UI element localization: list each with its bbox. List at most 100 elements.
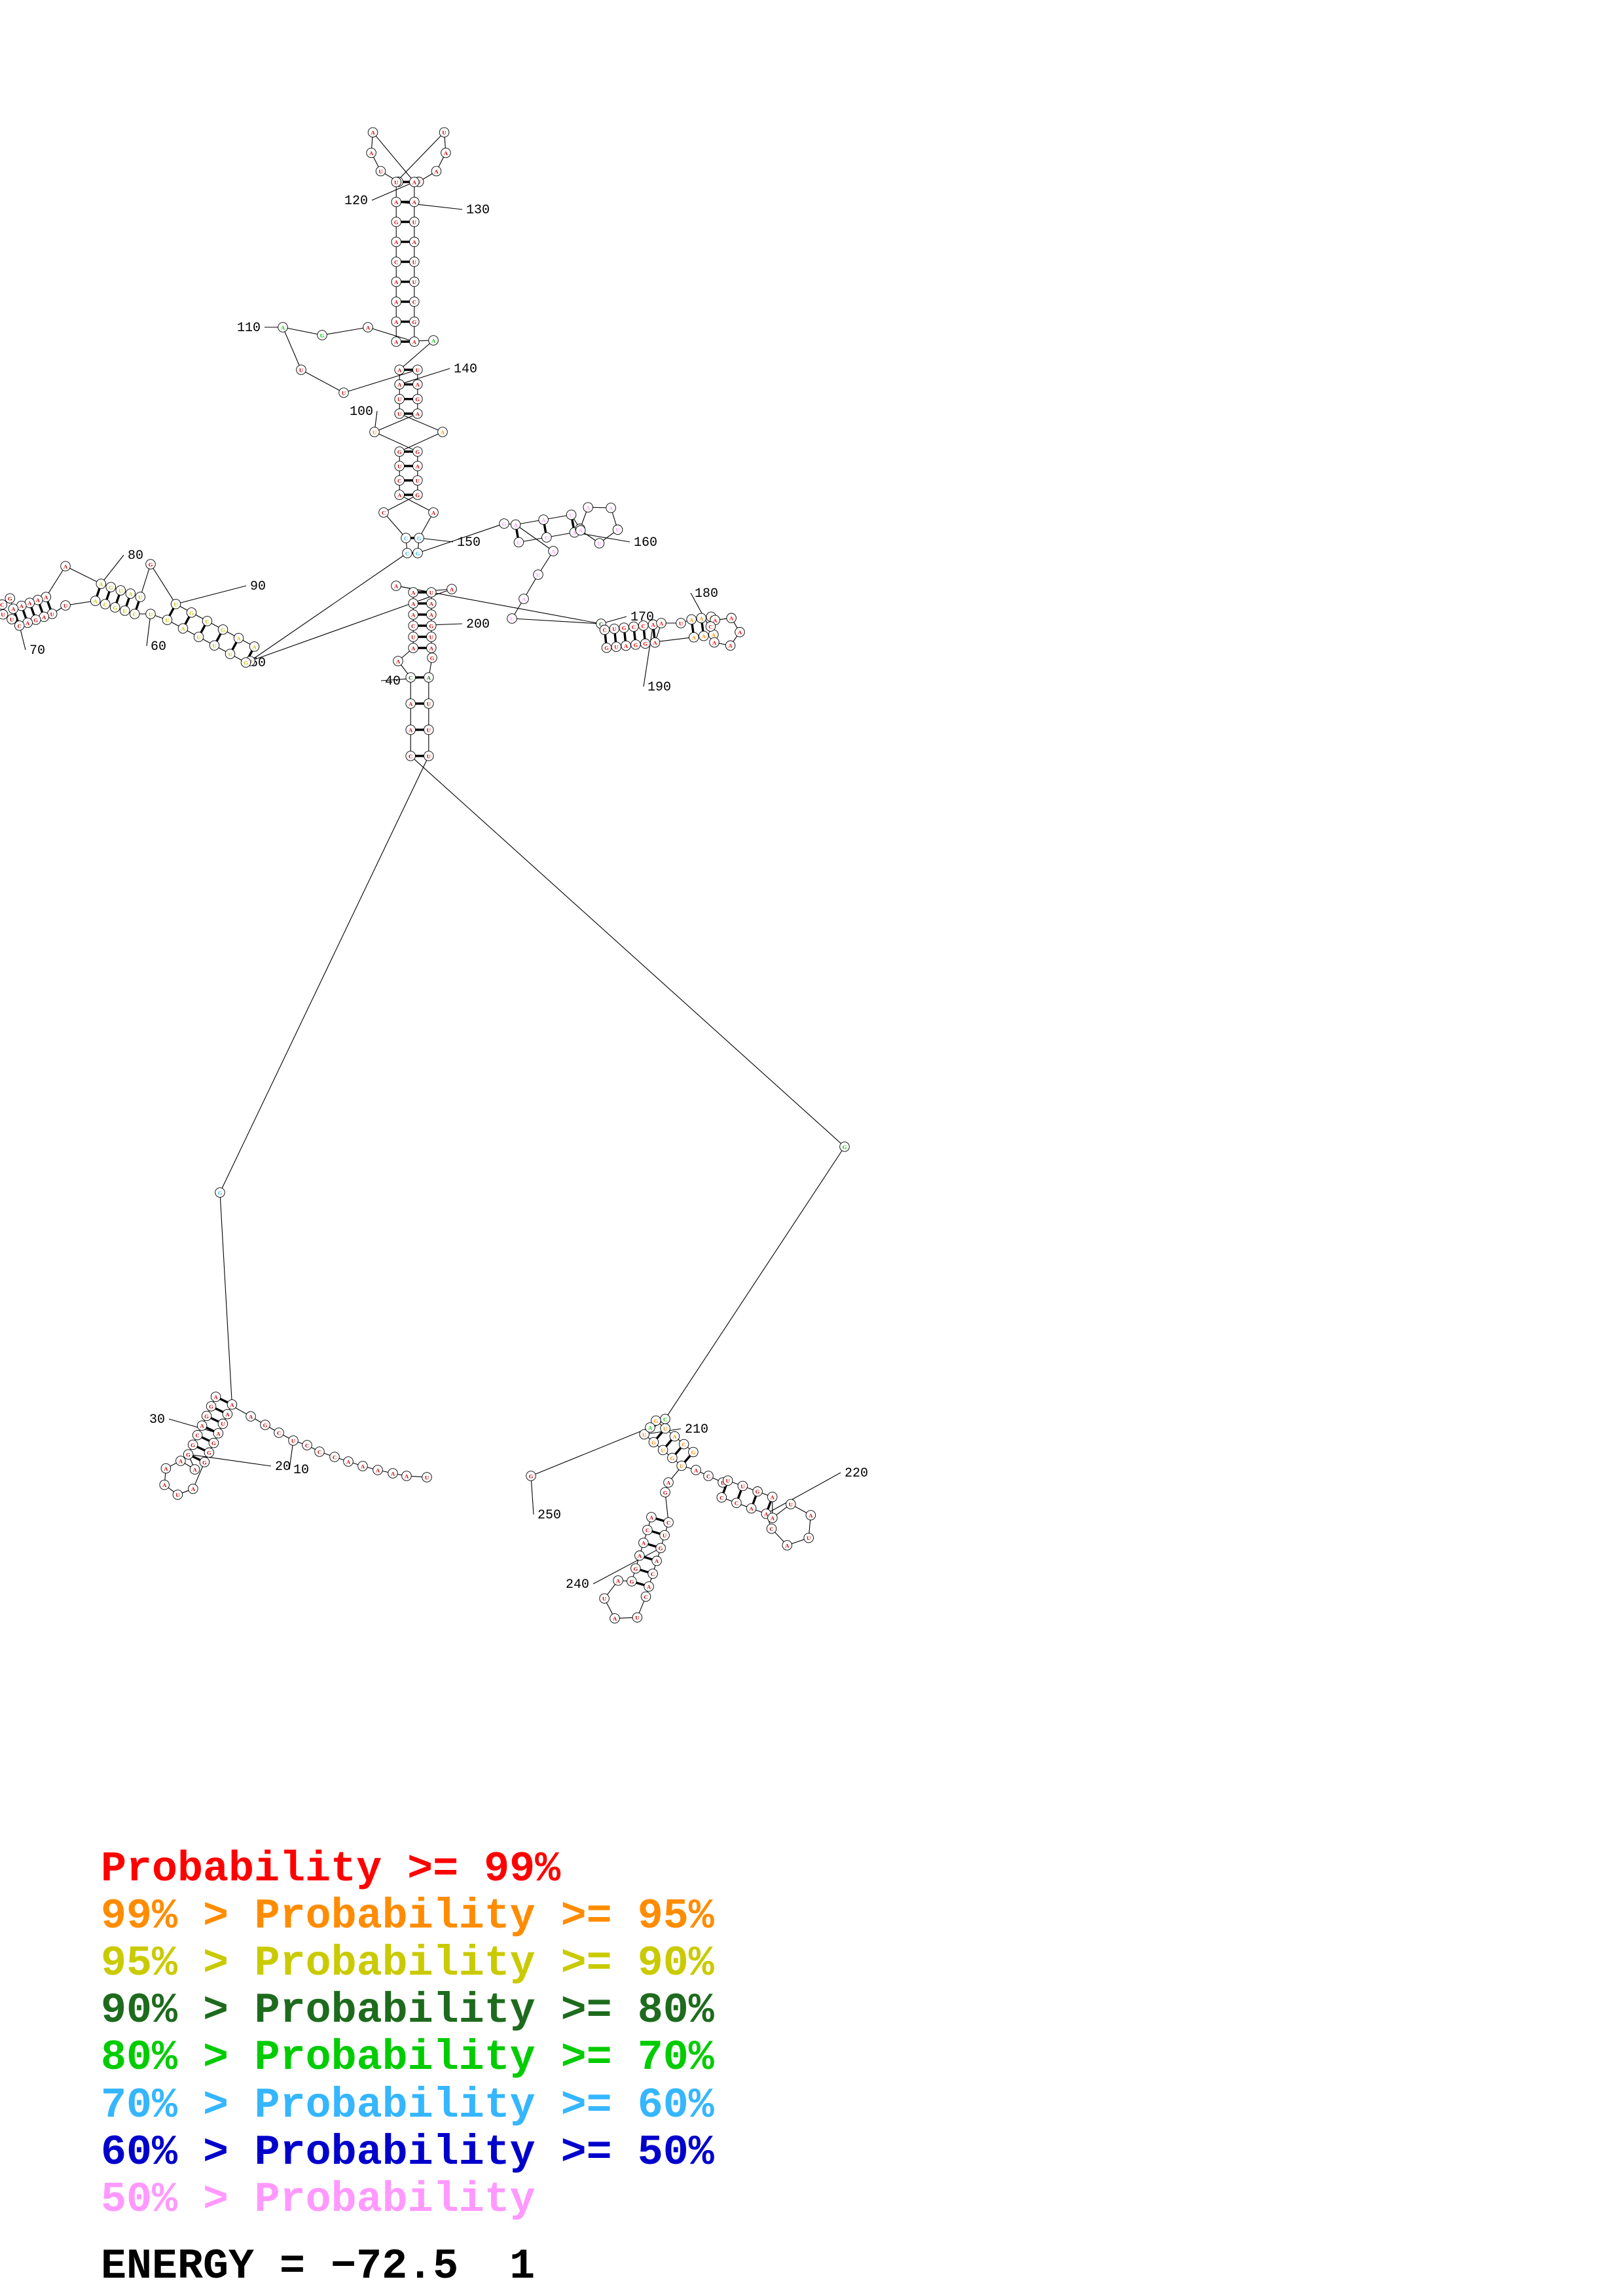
svg-text:A: A bbox=[416, 382, 420, 388]
svg-text:A: A bbox=[376, 1467, 380, 1473]
svg-text:70: 70 bbox=[29, 643, 45, 658]
svg-text:A: A bbox=[416, 410, 420, 417]
svg-text:A: A bbox=[694, 1467, 699, 1473]
svg-text:A: A bbox=[411, 645, 416, 651]
svg-text:A: A bbox=[648, 1424, 653, 1431]
svg-text:A: A bbox=[191, 1486, 196, 1492]
svg-text:G: G bbox=[653, 1418, 658, 1424]
svg-text:U: U bbox=[397, 396, 402, 403]
svg-text:U: U bbox=[425, 1474, 429, 1480]
svg-text:60: 60 bbox=[151, 639, 166, 655]
svg-text:A: A bbox=[411, 611, 416, 618]
svg-text:U: U bbox=[64, 602, 68, 609]
svg-text:A: A bbox=[659, 620, 664, 626]
svg-text:G: G bbox=[113, 604, 117, 611]
svg-text:C: C bbox=[277, 1429, 281, 1436]
svg-text:G: G bbox=[416, 550, 420, 556]
svg-text:U: U bbox=[138, 594, 143, 600]
svg-text:A: A bbox=[128, 590, 133, 597]
svg-text:U: U bbox=[442, 130, 447, 136]
svg-text:A: A bbox=[666, 1479, 671, 1486]
svg-text:G: G bbox=[659, 1545, 663, 1552]
svg-text:G: G bbox=[202, 1459, 207, 1465]
svg-text:A: A bbox=[712, 639, 717, 646]
svg-text:U: U bbox=[228, 651, 232, 658]
svg-text:U: U bbox=[427, 726, 431, 733]
svg-text:U: U bbox=[412, 259, 417, 265]
svg-text:G: G bbox=[756, 1488, 760, 1495]
svg-text:A: A bbox=[609, 505, 613, 511]
svg-text:C: C bbox=[682, 1441, 685, 1448]
svg-text:100: 100 bbox=[350, 404, 373, 420]
svg-text:A: A bbox=[236, 635, 241, 641]
svg-text:C: C bbox=[333, 1454, 337, 1460]
svg-text:A: A bbox=[672, 1433, 677, 1440]
svg-text:U: U bbox=[196, 634, 201, 641]
svg-text:A: A bbox=[412, 239, 417, 245]
svg-text:A: A bbox=[651, 622, 655, 628]
svg-text:A: A bbox=[412, 179, 417, 185]
svg-text:U: U bbox=[212, 643, 217, 649]
svg-text:U: U bbox=[10, 616, 14, 622]
svg-text:G: G bbox=[651, 1439, 656, 1446]
svg-text:A: A bbox=[397, 492, 402, 498]
svg-text:A: A bbox=[411, 600, 416, 607]
svg-text:A: A bbox=[192, 1466, 197, 1473]
svg-text:C: C bbox=[642, 622, 646, 629]
svg-text:G: G bbox=[415, 448, 420, 455]
svg-text:G: G bbox=[529, 1473, 534, 1479]
svg-text:U: U bbox=[412, 219, 417, 225]
svg-text:A: A bbox=[162, 1482, 167, 1488]
svg-text:C: C bbox=[305, 1442, 309, 1448]
svg-text:U: U bbox=[429, 634, 434, 640]
svg-text:150: 150 bbox=[457, 535, 481, 550]
svg-text:A: A bbox=[11, 606, 16, 613]
svg-text:U: U bbox=[397, 410, 402, 417]
svg-text:G: G bbox=[415, 396, 420, 403]
svg-text:A: A bbox=[692, 634, 697, 641]
svg-text:U: U bbox=[740, 1483, 745, 1490]
svg-text:U: U bbox=[602, 1596, 607, 1602]
svg-text:A: A bbox=[94, 598, 98, 604]
svg-text:G: G bbox=[218, 1189, 223, 1196]
svg-text:G: G bbox=[186, 1452, 191, 1458]
svg-text:A: A bbox=[613, 1615, 617, 1622]
svg-text:U: U bbox=[291, 1437, 296, 1444]
svg-text:G: G bbox=[604, 645, 609, 651]
svg-text:A: A bbox=[579, 528, 583, 534]
svg-text:A: A bbox=[281, 324, 285, 331]
svg-text:C: C bbox=[666, 1519, 670, 1526]
svg-text:U: U bbox=[663, 1426, 668, 1432]
svg-text:U: U bbox=[642, 1431, 647, 1438]
svg-text:U: U bbox=[427, 753, 431, 759]
svg-text:C: C bbox=[404, 535, 408, 541]
svg-text:190: 190 bbox=[647, 680, 671, 695]
svg-text:U: U bbox=[165, 617, 170, 624]
svg-text:A: A bbox=[653, 639, 657, 646]
svg-text:A: A bbox=[396, 658, 401, 664]
svg-text:A: A bbox=[369, 150, 374, 156]
svg-text:A: A bbox=[405, 1473, 409, 1479]
svg-text:G: G bbox=[633, 641, 638, 648]
svg-text:A: A bbox=[64, 563, 68, 569]
svg-text:A: A bbox=[200, 1423, 204, 1429]
svg-text:A: A bbox=[450, 586, 454, 592]
svg-text:U: U bbox=[394, 179, 399, 185]
svg-text:U: U bbox=[726, 1478, 731, 1484]
svg-text:G: G bbox=[211, 1440, 216, 1446]
svg-text:A: A bbox=[42, 614, 46, 620]
svg-text:120: 120 bbox=[344, 194, 368, 209]
svg-text:G: G bbox=[320, 332, 325, 338]
svg-text:A: A bbox=[649, 1514, 654, 1520]
svg-text:G: G bbox=[394, 219, 399, 225]
svg-text:U: U bbox=[221, 1421, 225, 1427]
svg-text:G: G bbox=[109, 584, 113, 590]
svg-text:A: A bbox=[771, 1515, 775, 1522]
svg-text:20: 20 bbox=[275, 1460, 291, 1475]
svg-text:C: C bbox=[405, 550, 409, 556]
svg-text:U: U bbox=[378, 168, 383, 175]
svg-text:C: C bbox=[409, 674, 412, 681]
svg-text:C: C bbox=[735, 1500, 739, 1507]
svg-text:200: 200 bbox=[466, 617, 490, 632]
svg-text:U: U bbox=[416, 477, 420, 484]
